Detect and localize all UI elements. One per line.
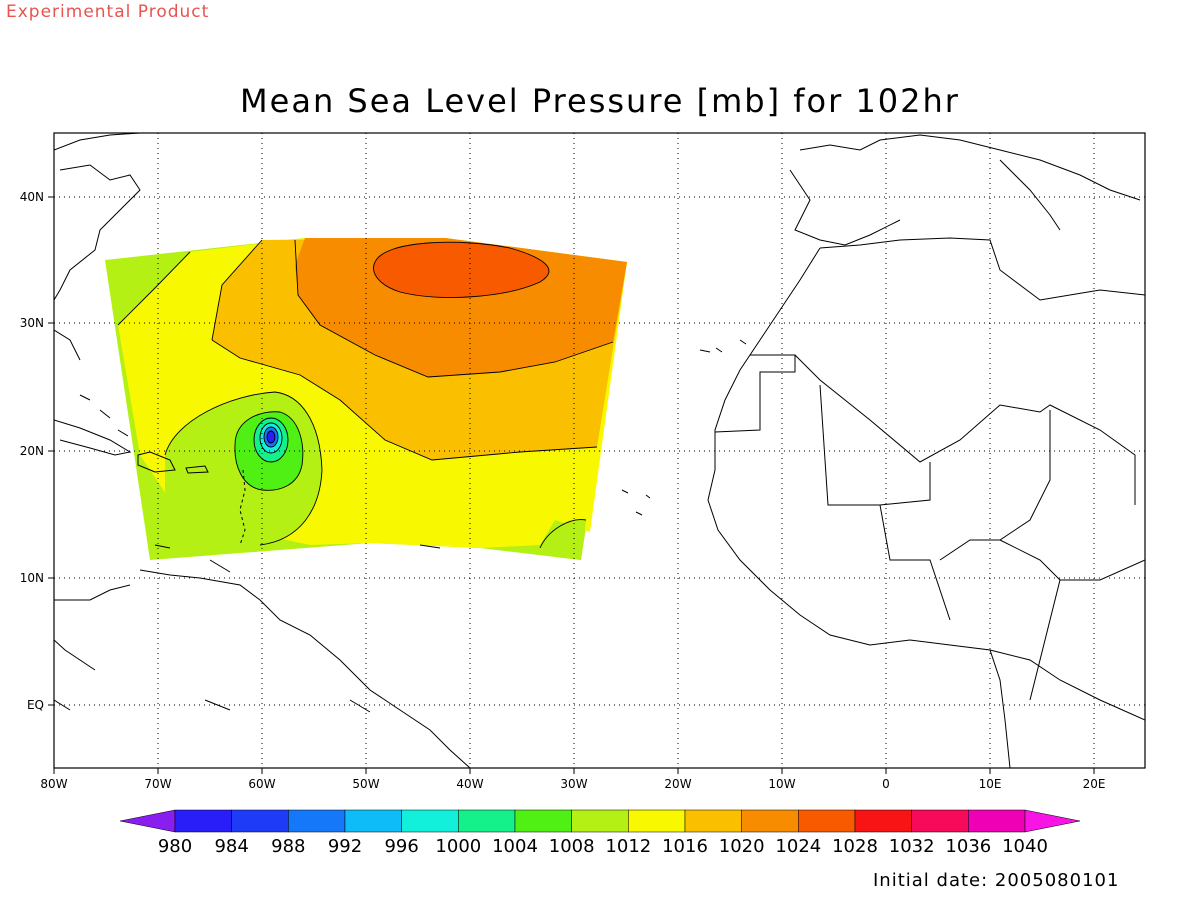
lat-tick-label: 40N: [20, 190, 44, 204]
colorbar-level-label: 996: [384, 836, 418, 857]
map-title: Mean Sea Level Pressure [mb] for 102hr: [240, 82, 960, 120]
florida-coast: [54, 329, 81, 361]
lesser-antilles: [239, 469, 246, 546]
pressure-low-center: [267, 431, 275, 443]
colorbar-swatch: [798, 809, 856, 833]
lon-tick-label: 50W: [352, 777, 379, 791]
colorbar-swatch: [684, 809, 742, 833]
canary-islands: [699, 339, 747, 353]
hispaniola-coast: [137, 451, 176, 473]
colorbar-swatch: [231, 809, 289, 833]
iberia-coast: [789, 169, 901, 246]
colorbar-level-label: 980: [158, 836, 192, 857]
africa-borders: [714, 354, 1145, 721]
west-africa-coast: [707, 247, 1011, 768]
colorbar-low-arrow: [119, 809, 176, 833]
lat-tick-label: 30N: [20, 316, 44, 330]
experimental-product-label: Experimental Product: [6, 2, 210, 22]
colorbar-swatch: [514, 809, 572, 833]
colorbar-swatch: [854, 809, 912, 833]
colorbar-swatch: [628, 809, 686, 833]
cape-verde: [621, 489, 651, 516]
colorbar-swatch: [571, 809, 629, 833]
lat-axis: EQ 10N 20N 30N 40N: [20, 190, 54, 712]
colorbar-level-label: 1020: [719, 836, 765, 857]
colorbar-level-label: 1016: [662, 836, 708, 857]
lat-tick-label: 10N: [20, 571, 44, 585]
lon-tick-label: 0: [882, 777, 890, 791]
bahamas: [79, 394, 129, 437]
graticule: [54, 133, 1145, 768]
initial-date-label: Initial date: 2005080101: [873, 870, 1120, 891]
colorbar-swatch: [911, 809, 969, 833]
north-africa-coast: [819, 237, 1145, 301]
lon-tick-label: 80W: [40, 777, 67, 791]
lon-tick-label: 30W: [560, 777, 587, 791]
lon-tick-label: 20W: [664, 777, 691, 791]
colorbar-swatch: [288, 809, 346, 833]
lon-tick-label: 10W: [768, 777, 795, 791]
colorbar-level-label: 1012: [605, 836, 651, 857]
colorbar-swatch: [741, 809, 799, 833]
lat-tick-label: EQ: [27, 698, 44, 712]
colorbar-level-label: 984: [214, 836, 248, 857]
map-plot-area: [54, 133, 1145, 768]
lon-axis: 80W 70W 60W 50W 40W 30W 20W 10W 0 10E 20…: [40, 768, 1105, 791]
pressure-1008-southeast: [540, 519, 586, 560]
pressure-contours: [117, 239, 614, 549]
colorbar-swatch: [401, 809, 459, 833]
colorbar-level-label: 992: [328, 836, 362, 857]
colorbar-level-label: 1040: [1002, 836, 1048, 857]
caribbean-islands: [154, 544, 371, 713]
colorbar-swatch: [344, 809, 402, 833]
colorbar-swatch: [458, 809, 516, 833]
colorbar-swatch: [968, 809, 1026, 833]
colorbar-level-label: 1036: [945, 836, 991, 857]
cuba-coast: [54, 419, 132, 456]
lon-tick-label: 20E: [1083, 777, 1106, 791]
south-america-coast: [54, 569, 471, 768]
colorbar-swatch: [174, 809, 232, 833]
colorbar-level-label: 988: [271, 836, 305, 857]
pressure-1024-fill: [373, 242, 549, 298]
lat-tick-label: 20N: [20, 444, 44, 458]
colorbar-level-label: 1024: [775, 836, 821, 857]
central-america-coast: [54, 639, 96, 711]
colorbar-level-label: 1028: [832, 836, 878, 857]
lon-tick-label: 70W: [144, 777, 171, 791]
colorbar-level-label: 1008: [549, 836, 595, 857]
colorbar-high-arrow: [1024, 809, 1081, 833]
coastlines: [54, 133, 1145, 768]
lon-tick-label: 10E: [979, 777, 1002, 791]
colorbar-level-label: 1004: [492, 836, 538, 857]
europe-coast: [799, 134, 1141, 201]
puerto-rico-coast: [185, 465, 209, 474]
lon-tick-label: 60W: [248, 777, 275, 791]
colorbar-level-label: 1032: [889, 836, 935, 857]
north-america-coast: [54, 133, 141, 301]
colorbar: 980 984 988 992 996 1000 1004 1008 1012 1016 1020 1…: [119, 809, 1081, 857]
pressure-field: [105, 238, 627, 560]
colorbar-level-label: 1000: [435, 836, 481, 857]
lon-tick-label: 40W: [456, 777, 483, 791]
italy-coast: [999, 159, 1061, 231]
